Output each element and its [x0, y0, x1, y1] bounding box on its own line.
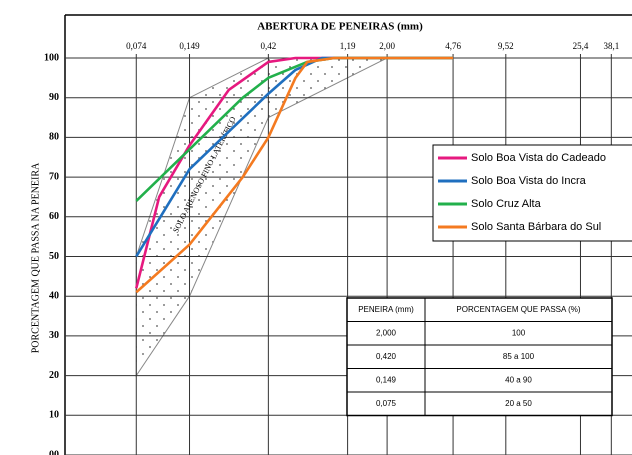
y-tick-label: 20: [49, 370, 59, 381]
y-tick-label: 60: [49, 211, 59, 222]
table-cell: 40 a 90: [505, 375, 532, 384]
table-cell: 0,420: [376, 352, 397, 361]
y-tick-label: 70: [49, 171, 59, 182]
x-tick-label: 38,1: [603, 41, 619, 51]
table-cell: 0,075: [376, 399, 397, 408]
legend-label: Solo Boa Vista do Cadeado: [471, 152, 606, 164]
x-axis-title: ABERTURA DE PENEIRAS (mm): [257, 21, 423, 33]
x-tick-label: 2,00: [379, 41, 395, 51]
table-cell: 2,000: [376, 328, 397, 337]
y-axis-title: PORCENTAGEM QUE PASSA NA PENEIRA: [30, 162, 41, 353]
table-cell: 20 a 50: [505, 399, 532, 408]
x-tick-label: 0,149: [179, 41, 200, 51]
y-tick-label: 100: [44, 52, 59, 63]
legend-label: Solo Cruz Alta: [471, 198, 542, 210]
y-tick-label: 40: [49, 290, 59, 301]
y-tick-label: 30: [49, 330, 59, 341]
series-line: [135, 56, 454, 289]
table-cell: 0,149: [376, 375, 397, 384]
table-cell: 85 a 100: [503, 352, 535, 361]
y-tick-label: 90: [49, 92, 59, 103]
table-header: PORCENTAGEM QUE PASSA (%): [456, 305, 581, 314]
x-tick-label: 25,4: [573, 41, 589, 51]
legend-box: [432, 144, 632, 242]
table-cell: 100: [512, 328, 526, 337]
x-tick-label: 9,52: [498, 41, 514, 51]
legend-label: Solo Boa Vista do Incra: [471, 175, 587, 187]
table-box: [346, 297, 613, 417]
table-header: PENEIRA (mm): [358, 305, 414, 314]
y-tick-label: 80: [49, 132, 59, 143]
x-tick-label: 0,074: [126, 41, 147, 51]
x-tick-label: 1,19: [340, 41, 356, 51]
y-tick-label: 00: [49, 449, 59, 455]
legend-label: Solo Santa Bárbara do Sul: [471, 221, 601, 233]
y-tick-label: 10: [49, 410, 59, 421]
x-tick-label: 4,76: [445, 41, 461, 51]
y-tick-label: 50: [49, 251, 59, 262]
x-tick-label: 0,42: [260, 41, 276, 51]
series-line: [135, 56, 454, 294]
